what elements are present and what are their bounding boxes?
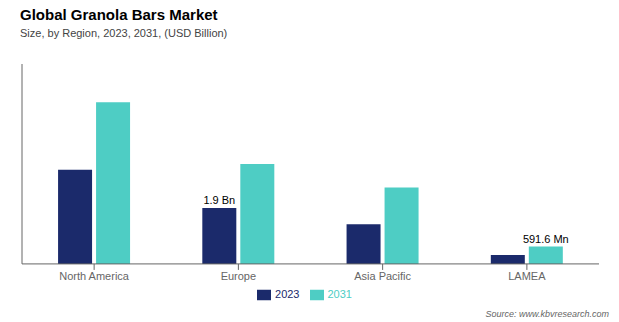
svg-text:591.6 Mn: 591.6 Mn — [523, 233, 569, 245]
html-text:Source: www.kbvresearch.com: Source: www.kbvresearch.com — [485, 309, 609, 319]
svg-text:1.9 Bn: 1.9 Bn — [203, 194, 235, 206]
svg-text:Europe: Europe — [221, 270, 256, 282]
html-text:2023: 2023 — [275, 287, 300, 300]
html-text:Global Granola Bars Market: Global Granola Bars Market — [20, 6, 218, 23]
html-text:2031: 2031 — [327, 287, 352, 300]
svg-text:North America: North America — [59, 270, 130, 282]
html-text:Size, by Region, 2023, 2031, (: Size, by Region, 2023, 2031, (USD Billio… — [20, 27, 228, 39]
svg-text:Asia Pacific: Asia Pacific — [354, 270, 411, 282]
svg-text:LAMEA: LAMEA — [508, 270, 546, 282]
